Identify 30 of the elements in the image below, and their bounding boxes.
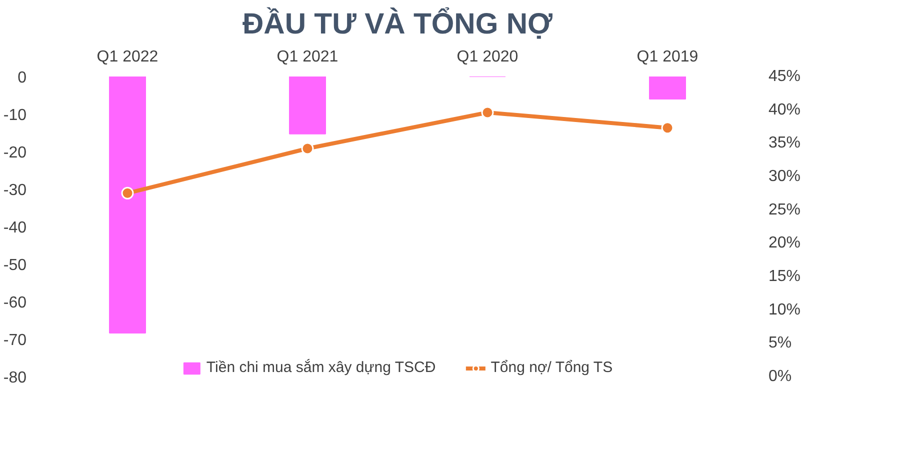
x-tick-label: Q1 2022: [96, 48, 158, 66]
x-tick-label: Q1 2021: [276, 48, 338, 66]
y2-tick-label: 5%: [768, 334, 792, 352]
y2-tick-label: 10%: [768, 301, 801, 318]
y-tick-label: -40: [3, 220, 27, 236]
legend-label: Tiền chi mua sắm xây dựng TSCĐ: [206, 359, 436, 376]
y2-tick-label: 35%: [768, 134, 801, 152]
y2-tick-label: 15%: [768, 268, 801, 285]
point: [121, 186, 134, 200]
y2-tick-label: 40%: [768, 101, 801, 118]
point: [661, 122, 674, 134]
y2-tick-label: 0%: [768, 368, 792, 385]
y-tick-label: 0: [18, 70, 27, 86]
y-tick-label: -70: [3, 332, 27, 349]
y-tick-label: -80: [3, 370, 27, 386]
chart-title: ĐẦU TƯ VÀ TỔNG NỢ: [242, 6, 553, 40]
legend-label: Tổng nợ/ Tổng TS: [490, 359, 613, 376]
y2-tick-label: 20%: [768, 234, 801, 252]
x-tick-label: Q1 2019: [636, 48, 698, 66]
point: [481, 106, 494, 119]
y-tick-label: -50: [3, 257, 27, 274]
point: [301, 142, 314, 155]
x-tick-label: Q1 2020: [456, 48, 518, 66]
y-tick-label: -30: [3, 182, 27, 199]
y2-tick-label: 30%: [768, 168, 801, 185]
y-tick-label: -10: [3, 107, 27, 124]
y-tick-label: -60: [3, 294, 27, 312]
y-tick-label: -20: [3, 144, 27, 162]
y2-tick-label: 45%: [768, 68, 801, 85]
y2-tick-label: 25%: [768, 201, 801, 218]
